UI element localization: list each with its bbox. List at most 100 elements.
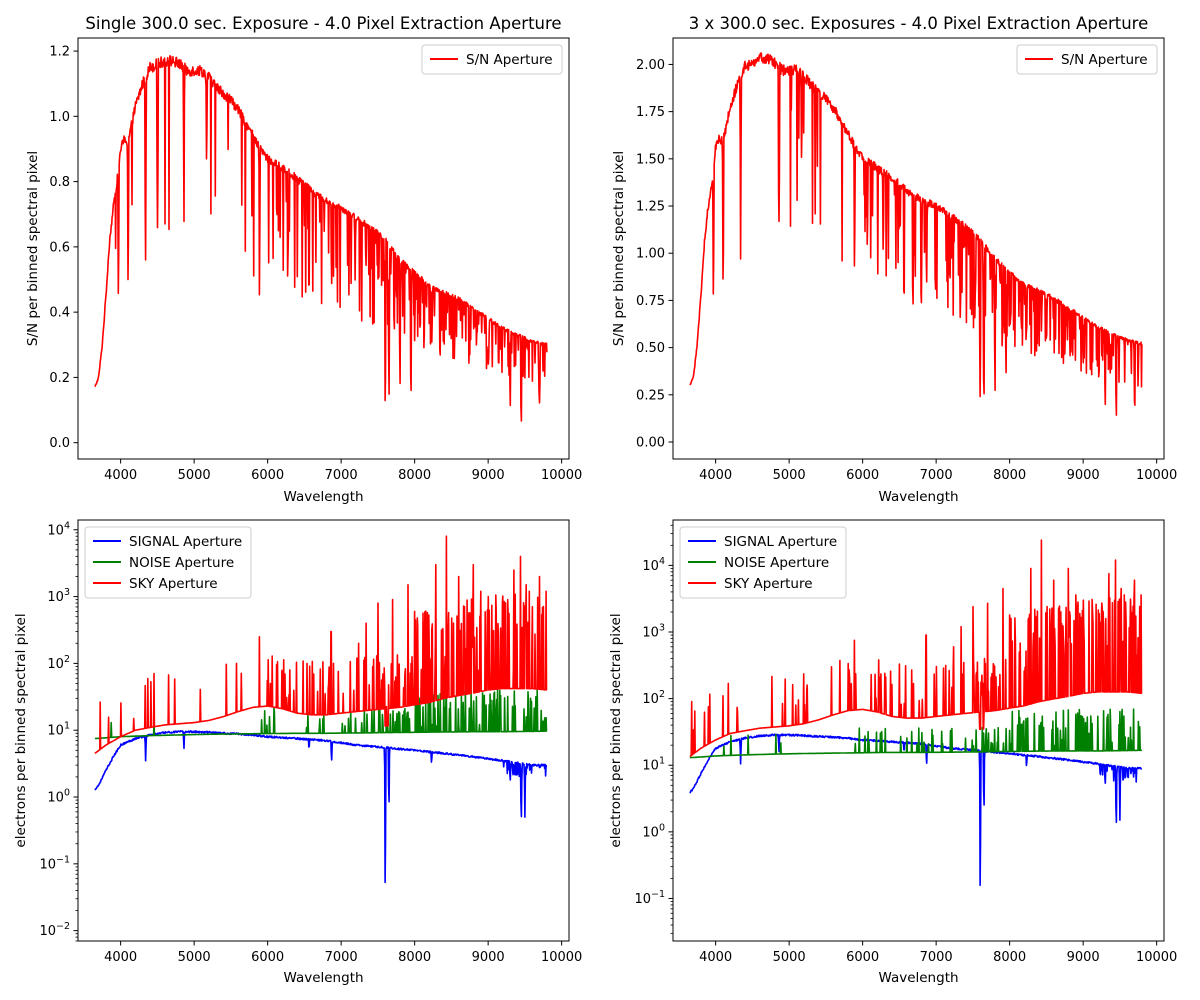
x-tick-label: 5000 [178, 950, 211, 965]
x-tick-label: 6000 [251, 468, 284, 483]
series-line-sky [94, 535, 548, 754]
y-tick-label: 1.2 [49, 45, 70, 60]
y-tick-label: 101 [47, 721, 70, 739]
y-tick-label: 102 [642, 689, 665, 707]
legend: S/N Aperture [421, 44, 563, 75]
x-axis: 4000 5000 6000 7000 8000 9000 10000 [699, 941, 1177, 965]
series-line-signal [689, 733, 1143, 887]
x-tick-label: 10000 [1136, 950, 1177, 965]
legend-box [679, 526, 847, 599]
series-line-signal [94, 730, 548, 884]
legend: S/N Aperture [1016, 44, 1158, 75]
axes-frame [672, 519, 1165, 942]
legend-entry: S/N Aperture [466, 52, 553, 68]
x-tick-label: 5000 [773, 950, 806, 965]
legend-entry: NOISE Aperture [129, 555, 234, 571]
x-tick-label: 7000 [325, 468, 358, 483]
legend-box [84, 526, 252, 599]
x-tick-label: 8000 [993, 950, 1026, 965]
panel-title: Single 300.0 sec. Exposure - 4.0 Pixel E… [85, 14, 561, 33]
series-line-noise [94, 689, 548, 740]
legend-entry: S/N Aperture [1061, 52, 1148, 68]
x-tick-label: 8000 [993, 468, 1026, 483]
legend-entry: SIGNAL Aperture [129, 534, 242, 550]
y-tick-label: 103 [642, 623, 665, 641]
x-axis-label: Wavelength [283, 489, 363, 505]
x-tick-label: 4000 [699, 950, 732, 965]
y-tick-label: 0.8 [49, 175, 70, 190]
x-tick-label: 4000 [104, 950, 137, 965]
y-tick-label: 1.50 [636, 152, 665, 167]
x-tick-label: 10000 [541, 950, 582, 965]
y-tick-label: 10−1 [39, 854, 70, 872]
y-tick-label: 100 [47, 788, 70, 806]
y-tick-label: 1.00 [636, 247, 665, 262]
x-tick-label: 5000 [773, 468, 806, 483]
x-axis-label: Wavelength [878, 489, 958, 505]
x-tick-label: 10000 [541, 468, 582, 483]
plot-area [689, 52, 1143, 416]
x-axis: 4000 5000 6000 7000 8000 9000 10000 [699, 459, 1177, 483]
legend-entry: SKY Aperture [724, 576, 813, 592]
panel-counts-single: 4000 5000 6000 7000 8000 9000 10000 10−210−110… [13, 519, 582, 986]
x-tick-label: 6000 [846, 468, 879, 483]
panel-sn-triple: 3 x 300.0 sec. Exposures - 4.0 Pixel Ext… [611, 14, 1177, 505]
y-tick-label: 100 [642, 822, 665, 840]
series-line-s/n [689, 52, 1143, 416]
y-tick-label: 1.0 [49, 110, 70, 125]
y-tick-label: 101 [642, 756, 665, 774]
panel-title: 3 x 300.0 sec. Exposures - 4.0 Pixel Ext… [689, 14, 1149, 33]
y-tick-label: 104 [642, 556, 665, 574]
y-tick-label: 2.00 [636, 58, 665, 73]
y-tick-label: 1.75 [636, 105, 665, 120]
plot-area [94, 535, 548, 884]
legend-box [421, 44, 563, 75]
y-axis-label: electrons per binned spectral pixel [13, 613, 29, 847]
y-tick-label: 0.25 [636, 388, 665, 403]
x-tick-label: 10000 [1136, 468, 1177, 483]
plot-area [94, 55, 548, 422]
x-axis-label: Wavelength [878, 970, 958, 986]
y-axis: 0.00 0.25 0.50 0.75 1.00 1.25 1.50 1.75 2.00 [636, 58, 673, 451]
x-tick-label: 5000 [178, 468, 211, 483]
y-tick-label: 0.0 [49, 436, 70, 451]
y-axis-label: S/N per binned spectral pixel [25, 151, 41, 346]
axes-frame [77, 37, 570, 460]
y-tick-label: 10−2 [39, 921, 70, 939]
x-axis: 4000 5000 6000 7000 8000 9000 10000 [104, 941, 582, 965]
y-tick-label: 1.25 [636, 200, 665, 215]
y-tick-label: 0.75 [636, 294, 665, 309]
y-tick-label: 103 [47, 587, 70, 605]
series-line-noise [689, 708, 1143, 759]
x-axis: 4000 5000 6000 7000 8000 9000 10000 [104, 459, 582, 483]
x-tick-label: 4000 [699, 468, 732, 483]
x-tick-label: 9000 [472, 468, 505, 483]
x-tick-label: 7000 [920, 950, 953, 965]
plot-area [689, 539, 1143, 887]
y-tick-label: 0.00 [636, 436, 665, 451]
legend: SIGNAL Aperture NOISE Aperture SKY Apertur… [679, 526, 847, 599]
y-tick-label: 0.6 [49, 240, 70, 255]
legend: SIGNAL Aperture NOISE Aperture SKY Apertur… [84, 526, 252, 599]
series-line-s/n [94, 55, 548, 422]
panel-sn-single: Single 300.0 sec. Exposure - 4.0 Pixel E… [25, 14, 582, 505]
axes-frame [672, 37, 1165, 460]
y-tick-label: 0.50 [636, 341, 665, 356]
y-axis: 10−2 10−1 100 101 102 103 104 [39, 520, 78, 942]
x-tick-label: 8000 [398, 468, 431, 483]
x-tick-label: 9000 [472, 950, 505, 965]
panel-counts-triple: 4000 5000 6000 7000 8000 9000 10000 10−1 100 101… [608, 519, 1177, 986]
x-tick-label: 6000 [846, 950, 879, 965]
x-tick-label: 9000 [1067, 950, 1100, 965]
x-tick-label: 9000 [1067, 468, 1100, 483]
legend-entry: NOISE Aperture [724, 555, 829, 571]
x-tick-label: 8000 [398, 950, 431, 965]
x-tick-label: 6000 [251, 950, 284, 965]
legend-entry: SIGNAL Aperture [724, 534, 837, 550]
x-tick-label: 7000 [920, 468, 953, 483]
y-axis: 10−1 100 101 102 103 104 [634, 524, 673, 934]
y-tick-label: 104 [47, 520, 70, 538]
y-axis: 0.0 0.2 0.4 0.6 0.8 1.0 1.2 [49, 45, 78, 451]
y-axis-label: S/N per binned spectral pixel [611, 151, 627, 346]
series-line-sky [689, 539, 1143, 758]
